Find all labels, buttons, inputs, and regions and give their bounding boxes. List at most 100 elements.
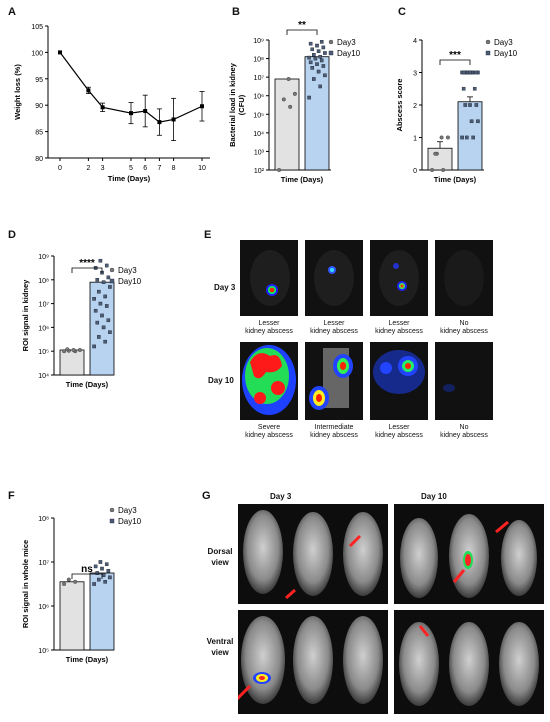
point-B-day10 [323,73,327,78]
cap-day3-4: No kidney abscess [440,320,488,335]
x-tick-label-a: 5 [129,165,133,172]
point-F-day10 [103,579,107,584]
panel-label-c: C [398,6,406,18]
point-F-day3 [73,579,78,584]
point-B-day10 [318,84,322,89]
panel-label-g: G [202,490,211,502]
y-tick-label-C: 2 [413,103,417,110]
ivis-day10-3 [370,342,428,420]
y-tick-label-B: 10⁴ [253,131,264,138]
g-row-ventral: Ventral view [206,637,234,657]
y-tick-label-C: 0 [413,168,417,175]
point-B-day10 [315,43,319,48]
y-axis-label-a: Weight loss (%) [13,64,22,120]
y-tick-label-B: 10⁶ [253,94,264,101]
data-point-a [143,109,148,114]
point-D-day3 [62,349,67,354]
ivis-day10-2 [305,342,363,420]
panel-label-b: B [232,6,240,18]
point-D-day10 [98,258,103,263]
y-tick-label-F: 10⁸ [38,516,49,523]
point-D-day10 [103,294,107,299]
bar-B-day10 [304,56,330,171]
legend-label-day10-F: Day10 [118,517,142,526]
chart-a-weight-loss: 80 85 90 95 100 105 0 2 3 5 6 7 8 10 Time (Days) Weight… [13,24,210,183]
point-B-day10 [319,58,324,63]
point-C-day10 [465,135,469,140]
g-col-day10: Day 10 [421,492,447,501]
ivis-day3-3 [370,240,428,316]
data-point-a [100,105,105,110]
point-B-day10 [318,54,322,59]
y-tick-label-D: 10⁶ [38,325,49,332]
x-tick-label-a: 7 [157,165,161,172]
x-tick-label-a: 3 [101,165,105,172]
chart-c-abscess-score: 0 1 2 3 4 *** Time (Days) Abscess score Day3 Day1… [395,38,518,184]
point-B-day10 [323,51,327,55]
x-axis-label-a: Time (Days) [108,174,151,183]
g-row-dorsal: Dorsal view [207,547,233,567]
significance-bracket-C [439,59,471,65]
point-D-day10 [93,308,98,313]
point-C-day10 [463,103,468,107]
y-axis-label-C: Abscess score [395,79,404,132]
point-D-day10 [106,275,111,280]
ivis-day3-2 [305,240,363,316]
x-tick-label-a: 8 [172,165,176,172]
g-col-day3: Day 3 [270,492,292,501]
legend-label-day3-F: Day3 [118,506,137,515]
point-D-day10 [101,280,106,284]
chart-d-roi-kidney: 10⁴ 10⁵ 10⁶ 10⁷ 10⁸ 10⁹ **** Time (Days) ROI sig… [21,254,142,389]
point-F-day10 [95,571,100,575]
point-B-day10 [310,66,315,70]
legend-label-day10-D: Day10 [118,277,142,286]
point-D-day10 [92,344,96,349]
panel-label-d: D [8,229,16,241]
y-tick-label-a: 80 [35,156,43,163]
y-axis-label-D: ROI signal in kidney [21,279,30,352]
data-point-a [86,88,91,93]
point-F-day10 [101,573,106,577]
significance-label-C: *** [449,50,461,61]
y-tick-label-D: 10⁹ [38,254,49,261]
point-D-day10 [106,318,111,323]
significance-label-D: **** [79,258,95,269]
significance-label-B: ** [298,20,306,31]
point-B-day10 [307,55,311,60]
point-D-day10 [108,285,112,289]
point-C-day10 [469,119,474,124]
significance-bracket-F [71,573,103,579]
point-B-day10 [308,41,313,46]
y-tick-label-D: 10⁵ [38,349,49,356]
x-axis-label-C: Time (Days) [434,175,477,184]
cap-day10-2: Intermediate kidney abscess [310,424,358,439]
point-F-day10 [98,560,103,564]
point-D-day10 [95,320,100,325]
y-axis-label-F: ROI signal in whole mice [21,540,30,628]
significance-label-F: ns [81,564,93,575]
x-tick-label-a: 10 [198,165,206,172]
ivis-day3-4 [435,240,493,316]
point-C-day3 [439,135,444,140]
y-tick-label-C: 4 [413,38,417,45]
point-D-day10 [98,301,103,306]
point-C-day3 [445,135,450,140]
bar-F-day3 [59,581,85,651]
point-C-day3 [441,167,446,172]
point-F-day3 [62,581,67,586]
e-row-day3: Day 3 [214,283,236,292]
point-D-day10 [104,304,109,308]
point-B-day10 [321,64,326,68]
chart-b-bacterial-load: 10² 10³ 10⁴ 10⁵ 10⁶ 10⁷ 10⁸ 10⁹ ** Time (Days) Bac… [228,20,361,184]
point-C-day10 [472,86,477,91]
bar-C-day3 [427,147,453,171]
y-axis-label-B: Bacterial load in kidney [228,62,237,147]
point-B-day10 [321,45,326,50]
x-axis-label-D: Time (Days) [66,380,109,389]
y-tick-label-a: 100 [31,50,43,57]
y-tick-label-D: 10⁷ [39,302,50,309]
legend-marker-day3-F [109,507,115,513]
panel-label-f: F [8,490,15,502]
data-point-a [200,104,204,109]
point-C-day10 [460,135,464,140]
